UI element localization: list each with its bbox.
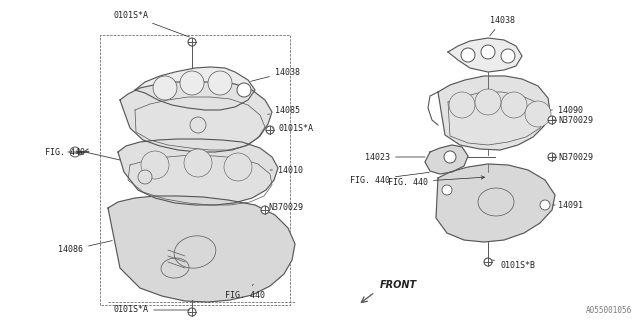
Circle shape [449, 92, 475, 118]
Circle shape [261, 206, 269, 214]
Circle shape [158, 81, 172, 95]
Circle shape [70, 147, 80, 157]
Circle shape [180, 71, 204, 95]
Text: N370029: N370029 [553, 153, 593, 162]
Circle shape [153, 76, 177, 100]
Circle shape [213, 76, 227, 90]
Circle shape [506, 97, 522, 113]
Circle shape [237, 83, 251, 97]
Circle shape [266, 126, 274, 134]
Text: FIG. 440: FIG. 440 [388, 176, 484, 187]
Text: N370029: N370029 [265, 204, 303, 212]
Text: 0101S*A: 0101S*A [113, 11, 189, 37]
Circle shape [444, 151, 456, 163]
Circle shape [185, 76, 199, 90]
Text: FIG. 440: FIG. 440 [225, 284, 265, 300]
Polygon shape [425, 145, 468, 174]
Text: 14085: 14085 [268, 106, 300, 115]
Text: FRONT: FRONT [380, 280, 417, 290]
Text: A055001056: A055001056 [586, 306, 632, 315]
Circle shape [208, 71, 232, 95]
Circle shape [146, 156, 164, 174]
Text: 0101S*A: 0101S*A [272, 124, 313, 132]
Text: 14038: 14038 [490, 15, 515, 36]
Text: 0101S*A: 0101S*A [113, 306, 189, 315]
Polygon shape [448, 38, 522, 72]
Circle shape [229, 158, 247, 176]
Circle shape [188, 38, 196, 46]
Circle shape [454, 97, 470, 113]
Circle shape [189, 154, 207, 172]
Text: 14023: 14023 [365, 153, 425, 162]
Text: 14086: 14086 [58, 241, 112, 254]
Polygon shape [135, 67, 255, 110]
Circle shape [480, 94, 496, 110]
Polygon shape [438, 76, 550, 150]
Circle shape [138, 170, 152, 184]
Circle shape [540, 200, 550, 210]
Text: 0101S*B: 0101S*B [492, 260, 535, 269]
Circle shape [501, 92, 527, 118]
Text: 14010: 14010 [270, 165, 303, 174]
Text: N370029: N370029 [553, 116, 593, 124]
Circle shape [501, 49, 515, 63]
Circle shape [461, 48, 475, 62]
Circle shape [141, 151, 169, 179]
Text: FIG. 440: FIG. 440 [45, 148, 85, 156]
Circle shape [224, 153, 252, 181]
Text: FIG. 440: FIG. 440 [350, 172, 429, 185]
Circle shape [530, 106, 546, 122]
Text: 14090: 14090 [551, 106, 583, 115]
Polygon shape [118, 139, 278, 205]
Polygon shape [120, 82, 272, 152]
Text: 14038: 14038 [251, 68, 300, 81]
Circle shape [442, 185, 452, 195]
Circle shape [548, 116, 556, 124]
Text: 14091: 14091 [553, 201, 583, 210]
Circle shape [184, 149, 212, 177]
Circle shape [548, 153, 556, 161]
Circle shape [475, 89, 501, 115]
Circle shape [525, 101, 551, 127]
Circle shape [484, 258, 492, 266]
Circle shape [188, 308, 196, 316]
Circle shape [190, 117, 206, 133]
Polygon shape [436, 164, 555, 242]
Circle shape [481, 45, 495, 59]
Polygon shape [108, 196, 295, 302]
